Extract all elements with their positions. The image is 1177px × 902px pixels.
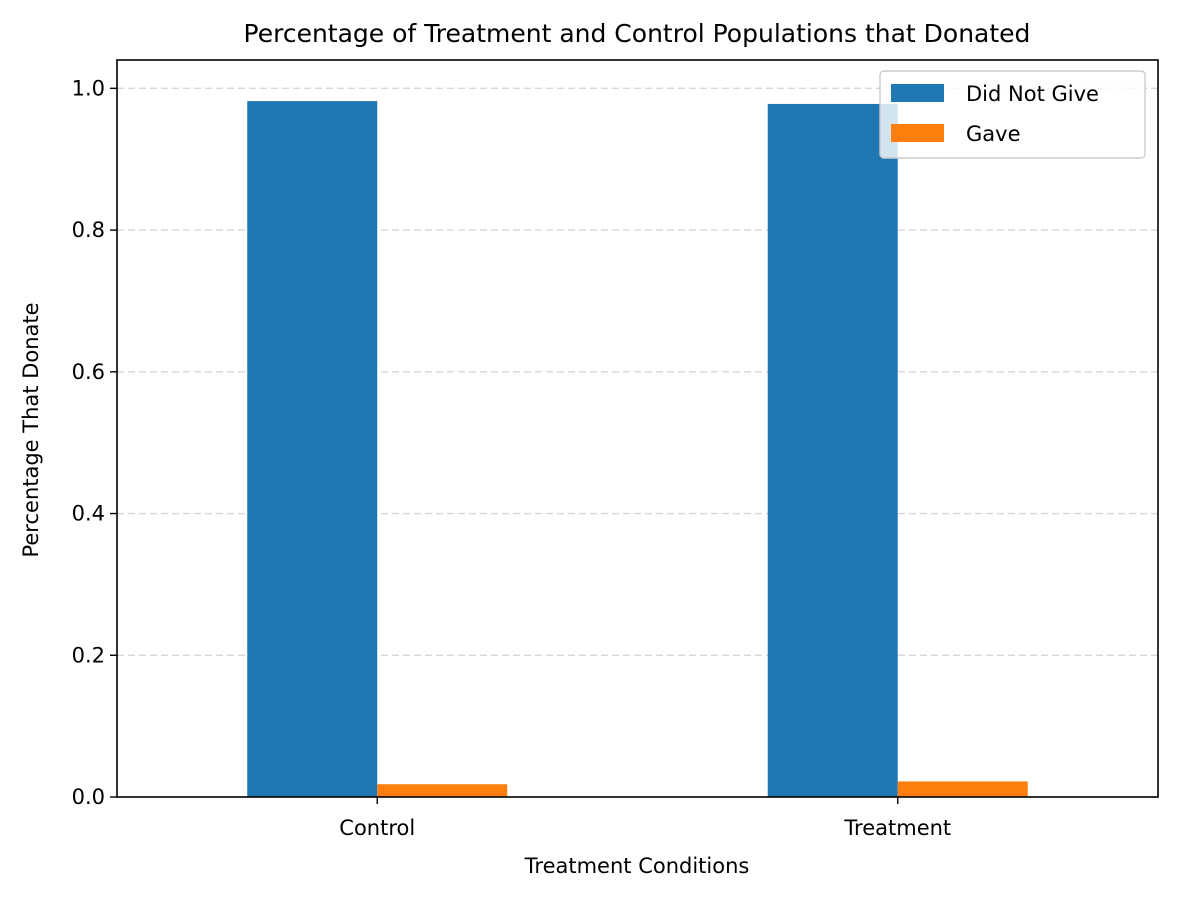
bar-gave-control	[377, 784, 508, 797]
x-tick-label-control: Control	[339, 816, 415, 840]
x-axis-label: Treatment Conditions	[524, 854, 750, 878]
bar-did-not-give-treatment	[767, 103, 898, 798]
legend-swatch-gave	[891, 124, 944, 142]
bar-gave-treatment	[897, 781, 1028, 797]
legend-box	[879, 70, 1146, 159]
y-tick-label: 0.2	[72, 643, 105, 667]
chart-title: Percentage of Treatment and Control Popu…	[244, 19, 1031, 48]
legend-label-gave: Gave	[966, 122, 1021, 146]
y-tick-label: 0.4	[72, 502, 105, 526]
x-tick-label-treatment: Treatment	[843, 816, 951, 840]
legend: Did Not Give Gave	[879, 70, 1146, 159]
y-axis-ticks: 0.0 0.2 0.4 0.6 0.8 1.0	[72, 76, 117, 809]
bar-did-not-give-control	[247, 101, 378, 797]
legend-label-did-not-give: Did Not Give	[966, 82, 1099, 106]
grid-lines	[117, 87, 1158, 656]
x-axis-ticks: Control Treatment	[339, 797, 951, 840]
y-tick-label: 0.8	[72, 218, 105, 242]
bars	[247, 101, 1028, 798]
y-tick-label: 0.6	[72, 360, 105, 384]
legend-swatch-did-not-give	[891, 84, 944, 102]
y-axis-label: Percentage That Donate	[19, 302, 43, 557]
y-tick-label: 0.0	[72, 785, 105, 809]
y-tick-label: 1.0	[72, 76, 105, 100]
plot-frame	[116, 59, 1159, 798]
